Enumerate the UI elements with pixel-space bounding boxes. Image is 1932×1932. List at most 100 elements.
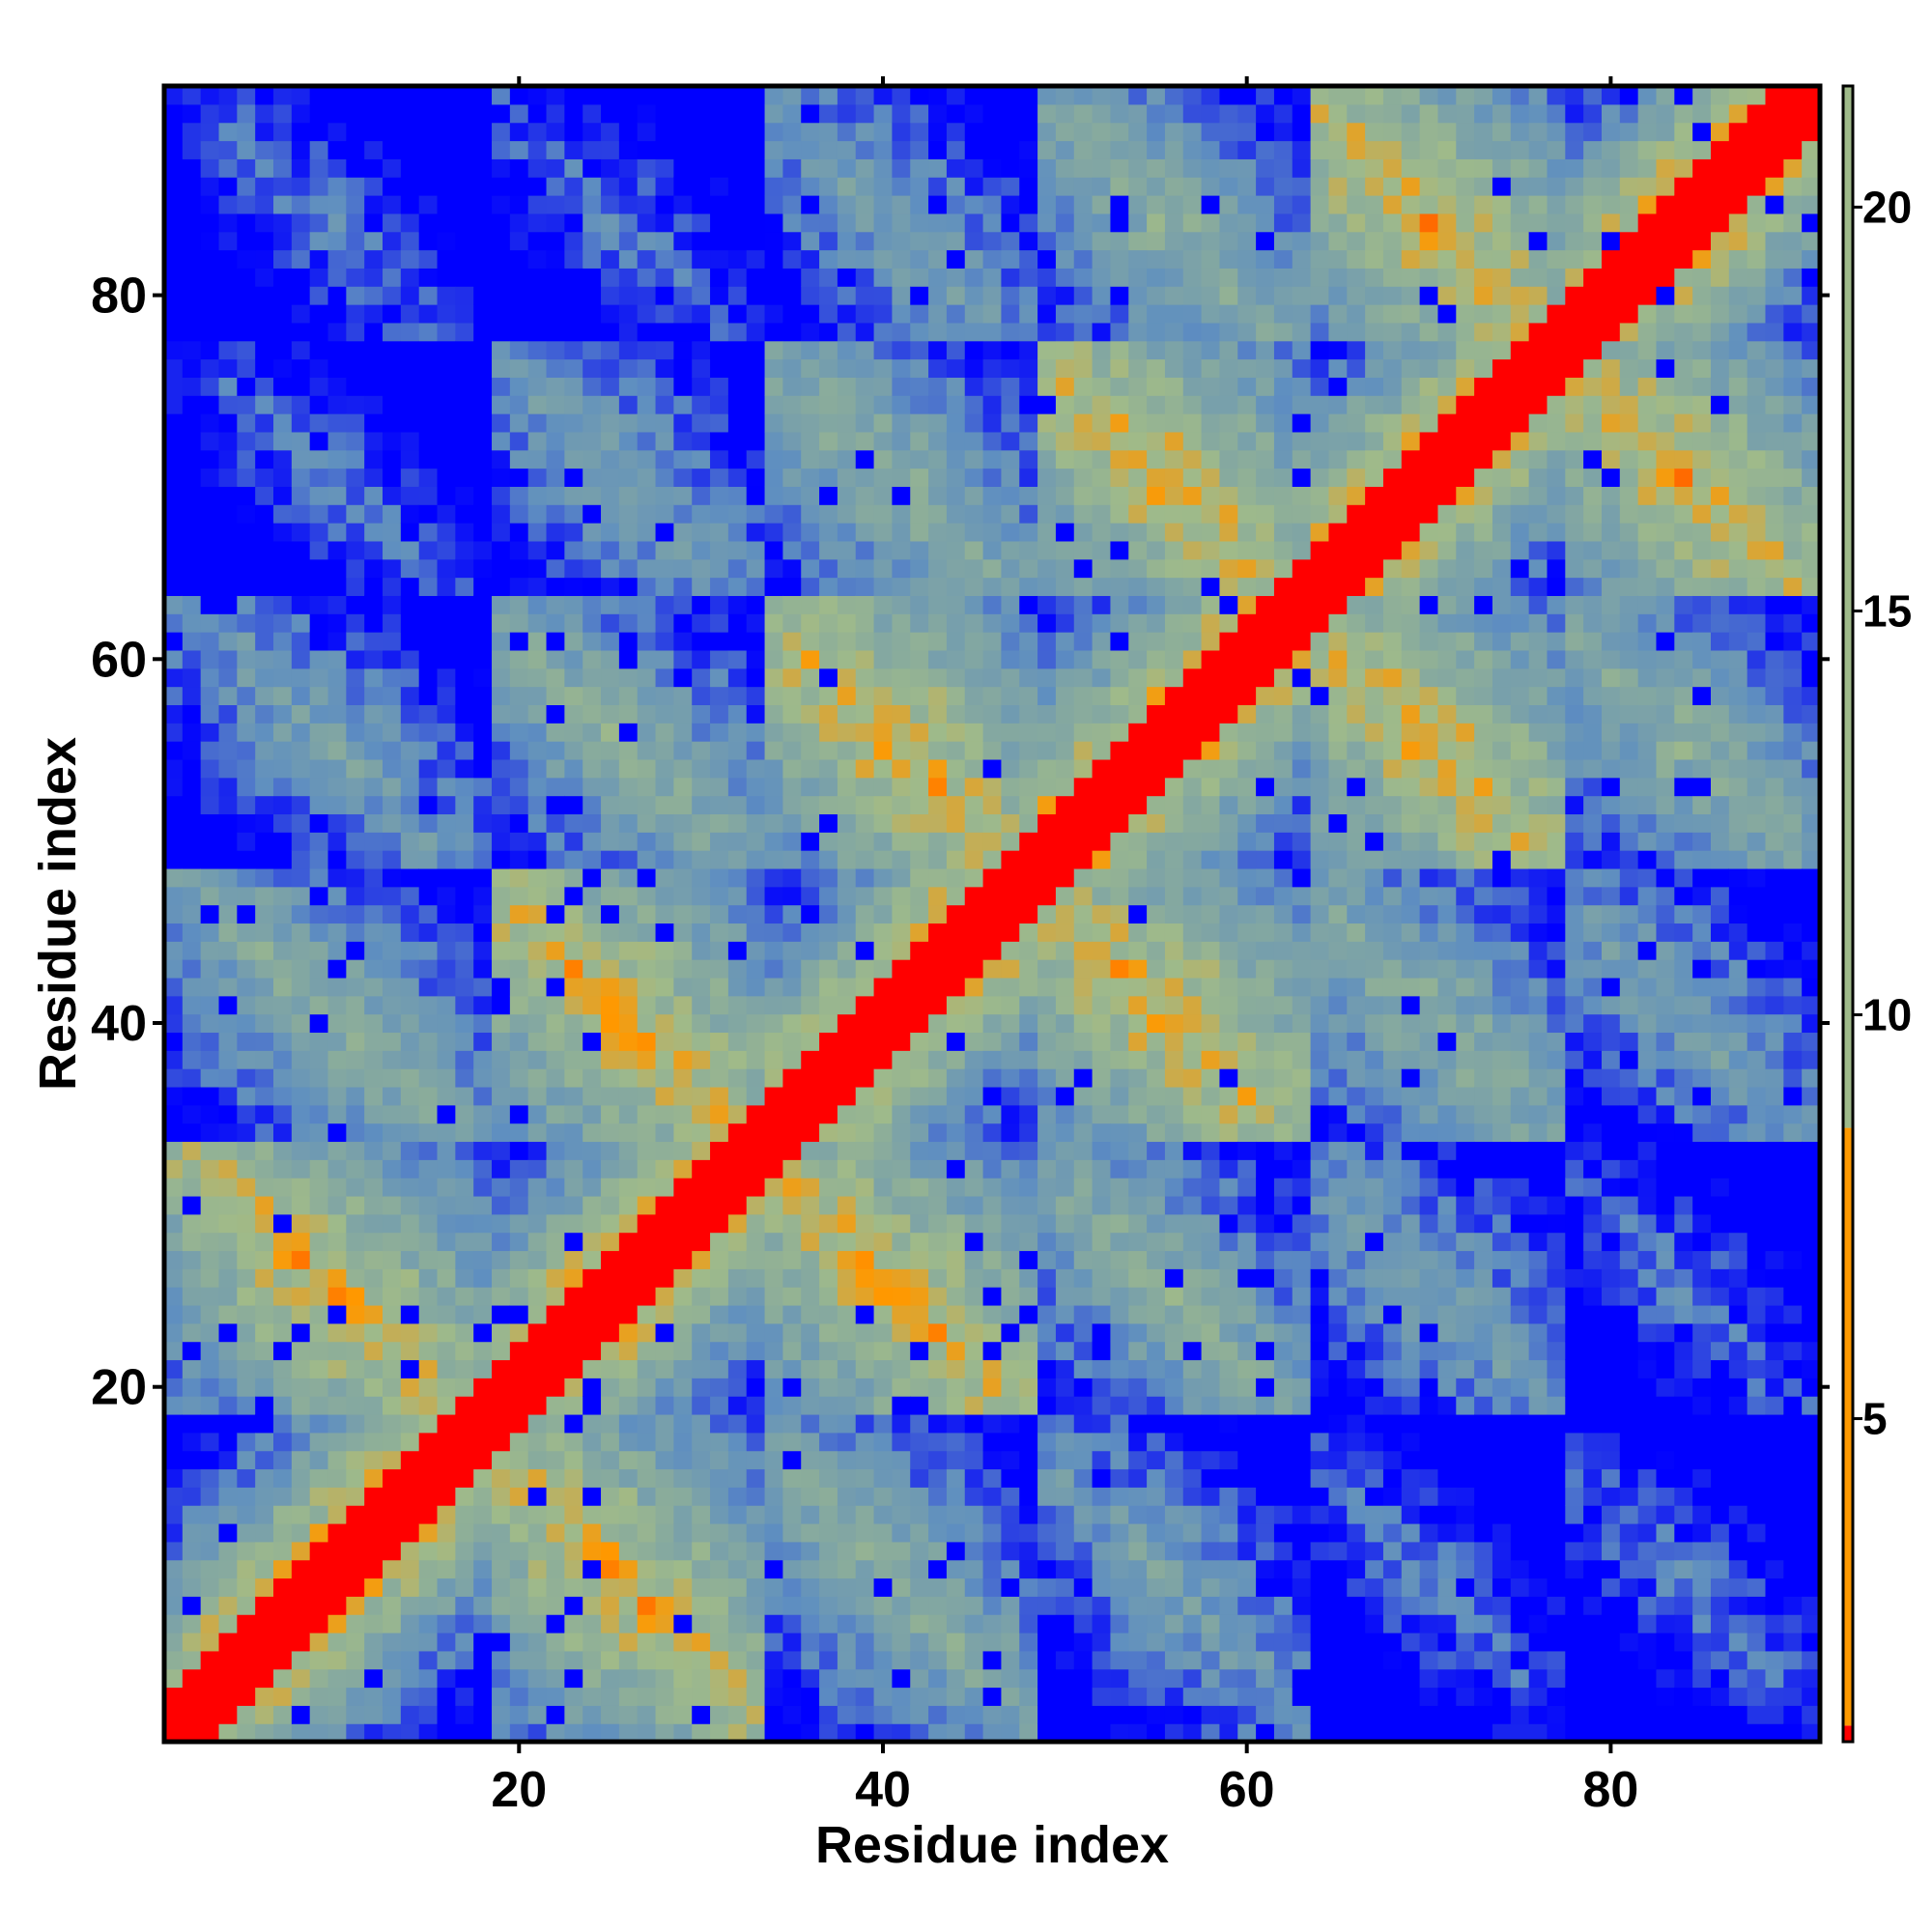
heatmap-cell [182, 1232, 202, 1252]
heatmap-cell [327, 195, 347, 214]
heatmap-cell [819, 322, 838, 342]
heatmap-cell [727, 1577, 748, 1597]
heatmap-cell [910, 1032, 929, 1051]
heatmap-cell [1037, 340, 1057, 360]
heatmap-cell [327, 1086, 347, 1106]
heatmap-cell [982, 795, 1003, 815]
heatmap-cell [837, 1268, 857, 1288]
heatmap-cell [346, 158, 365, 178]
heatmap-cell [400, 1050, 420, 1069]
heatmap-cell [346, 1086, 365, 1106]
heatmap-cell [801, 431, 820, 451]
heatmap-cell [346, 1304, 365, 1324]
heatmap-cell [564, 704, 583, 724]
heatmap-cell [1019, 1577, 1038, 1597]
heatmap-cell [364, 795, 384, 815]
heatmap-cell [455, 1396, 474, 1415]
heatmap-cell [801, 741, 820, 760]
heatmap-cell [764, 1359, 783, 1378]
heatmap-cell [655, 1450, 674, 1470]
heatmap-cell [400, 923, 420, 942]
heatmap-cell [910, 1359, 929, 1378]
heatmap-cell [1019, 850, 1038, 869]
heatmap-cell [964, 1195, 984, 1215]
heatmap-cell [928, 231, 948, 251]
heatmap-cell [946, 813, 966, 833]
heatmap-cell [601, 486, 620, 505]
heatmap-cell [255, 231, 274, 251]
heatmap-cell [1055, 1213, 1075, 1234]
heatmap-cell [327, 1141, 347, 1160]
heatmap-cell [182, 941, 202, 960]
heatmap-cell [1019, 1341, 1038, 1361]
heatmap-cell [801, 486, 820, 505]
heatmap-cell [564, 340, 583, 360]
heatmap-cell [383, 1122, 402, 1143]
heatmap-cell [383, 686, 402, 705]
heatmap-cell [546, 86, 565, 105]
heatmap-cell [892, 358, 911, 378]
heatmap-cell [182, 904, 202, 924]
heatmap-cell [237, 1505, 256, 1524]
heatmap-cell [383, 1195, 402, 1215]
heatmap-cell [492, 1668, 511, 1689]
heatmap-cell [1128, 122, 1148, 142]
heatmap-cell [1110, 340, 1129, 360]
heatmap-cell [764, 867, 783, 888]
heatmap-cell [1147, 1668, 1166, 1689]
heatmap-cell [255, 395, 274, 414]
heatmap-cell [928, 1013, 948, 1034]
heatmap-cell [582, 558, 602, 579]
heatmap-cell [255, 795, 274, 815]
heatmap-cell [873, 304, 894, 324]
heatmap-cell [509, 413, 529, 433]
heatmap-cell [327, 686, 347, 705]
heatmap-cell [1110, 1705, 1129, 1724]
heatmap-cell [892, 1577, 911, 1597]
heatmap-cell [746, 213, 766, 233]
heatmap-cell [855, 904, 875, 924]
heatmap-cell [364, 1178, 384, 1197]
heatmap-cell [1128, 904, 1148, 924]
heatmap-cell [582, 322, 602, 342]
heatmap-cell [182, 1378, 202, 1397]
heatmap-cell [273, 1632, 293, 1652]
heatmap-cell [564, 941, 583, 960]
heatmap-cell [727, 867, 748, 888]
heatmap-cell [582, 1032, 602, 1051]
heatmap-cell [746, 158, 766, 178]
heatmap-cell [383, 540, 402, 560]
heatmap-cell [782, 431, 802, 451]
heatmap-cell [182, 1413, 202, 1434]
heatmap-cell [637, 904, 657, 924]
heatmap-cell [346, 1159, 365, 1179]
heatmap-cell [400, 613, 420, 633]
heatmap-cell [673, 867, 693, 888]
heatmap-cell [237, 213, 256, 233]
heatmap-cell [1092, 1032, 1112, 1051]
heatmap-cell [764, 1268, 783, 1288]
heatmap-cell [746, 395, 766, 414]
heatmap-cell [182, 741, 202, 760]
heatmap-cell [1092, 231, 1112, 251]
heatmap-cell [346, 886, 365, 906]
heatmap-cell [546, 1086, 565, 1106]
heatmap-cell [492, 1541, 511, 1561]
heatmap-cell [673, 904, 693, 924]
heatmap-cell [655, 1541, 674, 1561]
heatmap-cell [910, 1341, 929, 1361]
heatmap-cell [637, 523, 657, 542]
heatmap-cell [1037, 649, 1057, 669]
heatmap-cell [1037, 1450, 1057, 1470]
heatmap-cell [200, 1522, 220, 1543]
heatmap-cell [618, 741, 639, 760]
heatmap-cell [1037, 1396, 1057, 1415]
heatmap-cell [1128, 158, 1148, 178]
heatmap-cell [637, 1050, 657, 1069]
heatmap-cell [782, 632, 802, 651]
heatmap-cell [801, 595, 820, 614]
heatmap-cell [764, 813, 783, 833]
heatmap-cell [200, 1287, 220, 1306]
heatmap-cell [637, 1632, 657, 1652]
heatmap-cell [1147, 1559, 1166, 1579]
